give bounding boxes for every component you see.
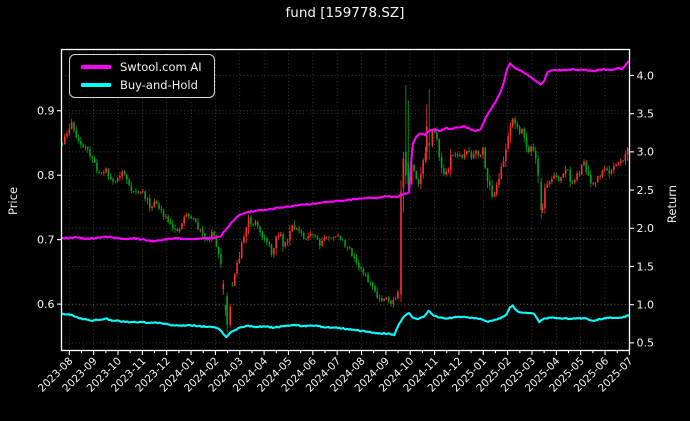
svg-text:0.8: 0.8 — [37, 169, 55, 182]
svg-text:4.0: 4.0 — [637, 69, 655, 82]
svg-text:0.6: 0.6 — [37, 298, 55, 311]
svg-text:1.5: 1.5 — [637, 260, 655, 273]
legend-item-buyhold: Buy-and-Hold — [78, 78, 202, 92]
svg-text:2.5: 2.5 — [637, 184, 655, 197]
plot-border — [60, 48, 631, 352]
svg-text:1.0: 1.0 — [637, 298, 655, 311]
ai-line-swatch — [81, 65, 111, 69]
axis-ticks — [57, 74, 634, 355]
legend-item-ai: Swtool.com AI — [78, 60, 202, 74]
buy-and-hold-line — [61, 304, 630, 339]
axis-tick-labels: 2023-082023-092023-102023-112023-122024-… — [36, 69, 654, 394]
swtool-com-ai-line — [61, 59, 630, 243]
svg-text:3.0: 3.0 — [637, 146, 655, 159]
candles-layer — [61, 84, 629, 333]
legend: Swtool.com AI Buy-and-Hold — [69, 54, 215, 98]
legend-label-buyhold: Buy-and-Hold — [120, 78, 198, 92]
buyhold-line-swatch — [81, 83, 111, 87]
svg-text:3.5: 3.5 — [637, 107, 655, 120]
svg-text:2.0: 2.0 — [637, 222, 655, 235]
svg-text:0.7: 0.7 — [37, 233, 55, 246]
legend-label-ai: Swtool.com AI — [120, 60, 202, 74]
chart-title: fund [159778.SZ] — [285, 5, 405, 21]
svg-text:0.9: 0.9 — [37, 105, 55, 118]
svg-text:0.5: 0.5 — [637, 337, 655, 350]
